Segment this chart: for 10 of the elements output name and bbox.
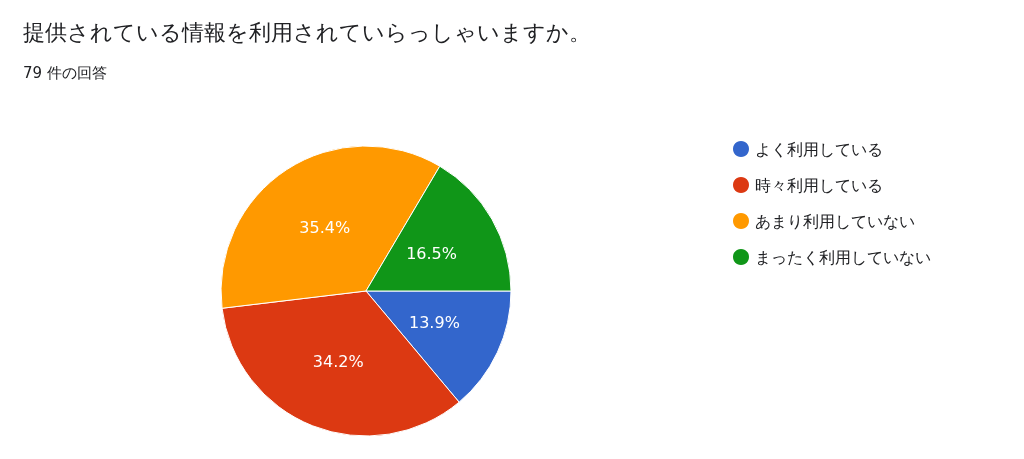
- legend-label: 時々利用している: [755, 175, 883, 195]
- chart-title: 提供されている情報を利用されていらっしゃいますか。: [23, 19, 591, 45]
- data-label: 13.9%: [409, 313, 460, 333]
- legend-label: まったく利用していない: [755, 247, 931, 267]
- text: 79 件の回答: [23, 63, 107, 82]
- legend-label: あまり利用していない: [755, 211, 915, 231]
- data-label: 35.4%: [299, 218, 351, 238]
- data-label: 16.5%: [406, 244, 457, 264]
- legend-label: よく利用している: [755, 139, 883, 159]
- data-label: 34.2%: [312, 351, 364, 371]
